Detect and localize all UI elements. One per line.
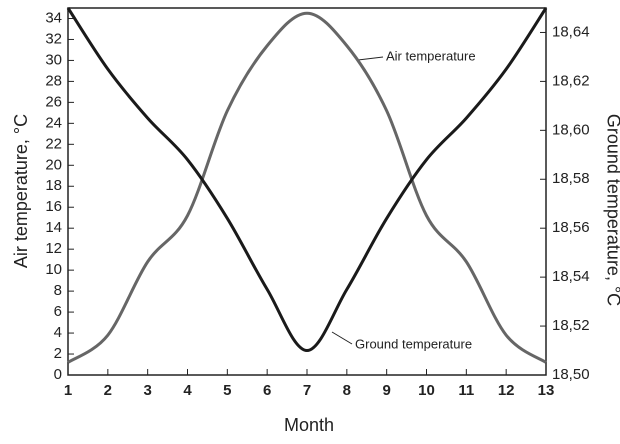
y-tick-label: 24 bbox=[45, 114, 62, 131]
y-tick-label: 8 bbox=[54, 282, 62, 299]
y-tick-label: 34 bbox=[45, 9, 62, 26]
y-tick-label: 2 bbox=[54, 345, 62, 362]
y-tick-label: 4 bbox=[54, 324, 62, 341]
annotation-leader bbox=[331, 331, 353, 345]
x-tick-label: 12 bbox=[498, 382, 515, 399]
x-tick-label: 13 bbox=[538, 382, 555, 399]
series-label: Ground temperature bbox=[355, 336, 472, 351]
series-line bbox=[67, 11, 547, 364]
y2-tick-label: 18,58 bbox=[552, 170, 590, 187]
annotation-leader bbox=[357, 56, 384, 61]
y-tick-label: 32 bbox=[45, 30, 62, 47]
y-tick-label: 12 bbox=[45, 240, 62, 257]
y2-axis-label: Ground temperature, °C bbox=[603, 114, 620, 306]
y2-tick-label: 18,60 bbox=[552, 121, 590, 138]
y-axis-label: Air temperature, °C bbox=[11, 114, 31, 268]
x-tick-label: 7 bbox=[303, 382, 311, 399]
x-tick-label: 5 bbox=[223, 382, 231, 399]
series-line bbox=[66, 7, 548, 353]
y2-tick-label: 18,62 bbox=[552, 72, 590, 89]
y2-tick-label: 18,50 bbox=[552, 366, 590, 383]
x-tick-label: 9 bbox=[382, 382, 390, 399]
y-tick-label: 26 bbox=[45, 93, 62, 110]
y-tick-label: 20 bbox=[45, 156, 62, 173]
x-tick-label: 1 bbox=[64, 382, 72, 399]
series-label: Air temperature bbox=[386, 48, 476, 63]
x-tick-label: 11 bbox=[458, 382, 474, 399]
x-tick-label: 6 bbox=[263, 382, 271, 399]
y-tick-label: 10 bbox=[45, 261, 62, 278]
x-tick-label: 2 bbox=[104, 382, 112, 399]
y2-tick-label: 18,56 bbox=[552, 219, 590, 236]
x-tick-label: 3 bbox=[143, 382, 151, 399]
x-tick-label: 8 bbox=[343, 382, 351, 399]
x-tick-label: 4 bbox=[183, 382, 192, 399]
y2-tick-label: 18,64 bbox=[552, 23, 590, 40]
y-tick-label: 28 bbox=[45, 72, 62, 89]
y-tick-label: 14 bbox=[45, 219, 62, 236]
y-tick-label: 30 bbox=[45, 51, 62, 68]
y2-tick-label: 18,52 bbox=[552, 317, 590, 334]
y-tick-label: 0 bbox=[54, 366, 62, 383]
y-tick-label: 22 bbox=[45, 135, 62, 152]
y-tick-label: 18 bbox=[45, 177, 62, 194]
x-axis-label: Month bbox=[284, 415, 334, 435]
y-tick-label: 16 bbox=[45, 198, 62, 215]
x-tick-label: 10 bbox=[418, 382, 435, 399]
y-tick-label: 6 bbox=[54, 303, 62, 320]
y2-tick-label: 18,54 bbox=[552, 268, 590, 285]
